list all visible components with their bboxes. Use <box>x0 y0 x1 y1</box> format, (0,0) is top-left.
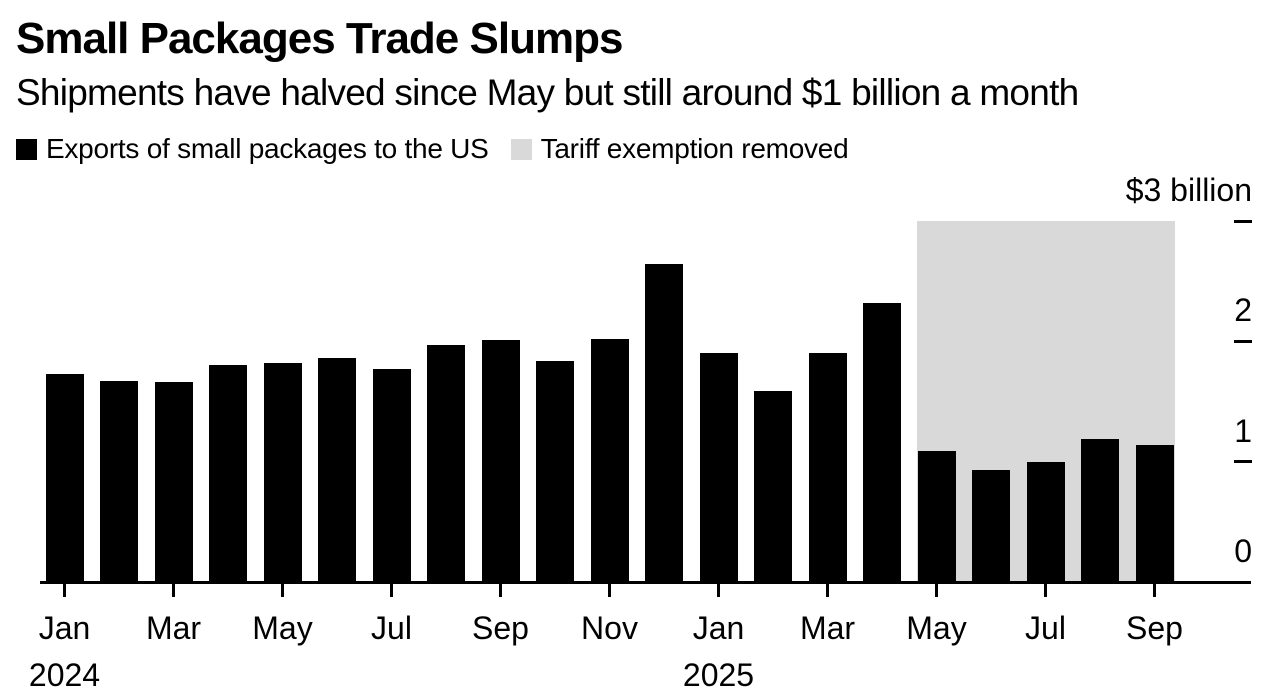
bar-oct-2024 <box>536 360 574 582</box>
x-tick-mar-2025 <box>826 583 829 597</box>
bar-jul-2025 <box>1026 461 1065 582</box>
x-tick-mar-2024 <box>172 583 175 597</box>
y-tick-3 <box>1234 219 1252 223</box>
y-tick-label-0: 0 <box>1234 533 1252 569</box>
y-tick-label-3: $3 billion <box>1125 172 1252 208</box>
x-tick-label-jan-2024: Jan <box>38 610 91 646</box>
bar-jun-2025 <box>972 470 1010 582</box>
x-tick-nov-2024 <box>608 583 611 597</box>
y-tick-label-2: 2 <box>1234 292 1252 329</box>
bar-aug-2024 <box>427 344 465 582</box>
x-tick-label-jul-2025: Jul <box>1025 610 1066 646</box>
bar-feb-2025 <box>754 390 792 582</box>
bar-apr-2025 <box>863 302 901 582</box>
bar-feb-2024 <box>100 381 138 582</box>
x-tick-label-jan-2025: Jan <box>692 610 745 646</box>
x-year-label-2025: 2025 <box>682 657 755 693</box>
x-tick-sep-2024 <box>499 583 502 597</box>
bar-sep-2025 <box>1135 444 1174 582</box>
x-tick-label-may-2025: May <box>906 610 967 646</box>
x-tick-label-jul-2024: Jul <box>371 610 412 646</box>
x-axis-line <box>40 581 1251 584</box>
x-tick-may-2025 <box>935 583 938 597</box>
legend-item-tariff: Tariff exemption removed <box>510 133 849 165</box>
bar-aug-2025 <box>1081 438 1119 582</box>
x-tick-label-mar-2024: Mar <box>145 610 202 646</box>
bar-jan-2024 <box>45 373 84 582</box>
bar-sep-2024 <box>481 340 520 582</box>
x-tick-label-mar-2025: Mar <box>799 610 856 646</box>
bar-dec-2024 <box>645 264 683 582</box>
bar-mar-2024 <box>154 382 193 582</box>
bar-nov-2024 <box>590 338 629 582</box>
chart-subtitle: Shipments have halved since May but stil… <box>16 72 1079 113</box>
legend-label-tariff: Tariff exemption removed <box>540 133 849 164</box>
y-tick-label-1: 1 <box>1234 412 1252 449</box>
x-tick-may-2024 <box>281 583 284 597</box>
x-tick-label-sep-2024: Sep <box>472 610 529 646</box>
bar-jan-2025 <box>699 353 738 582</box>
exports-swatch-icon <box>16 138 37 160</box>
bar-mar-2025 <box>808 353 847 582</box>
x-tick-label-sep-2025: Sep <box>1126 610 1183 646</box>
legend-label-exports: Exports of small packages to the US <box>46 133 489 164</box>
tariff-swatch-icon <box>510 138 532 160</box>
x-tick-jan-2024 <box>63 583 66 597</box>
x-tick-label-may-2024: May <box>252 610 313 646</box>
bar-apr-2024 <box>209 365 247 582</box>
x-tick-jul-2024 <box>390 583 393 597</box>
chart-title: Small Packages Trade Slumps <box>16 14 623 63</box>
x-tick-label-nov-2024: Nov <box>581 610 638 646</box>
bar-jul-2024 <box>372 369 411 582</box>
bar-may-2024 <box>263 362 302 582</box>
x-tick-sep-2025 <box>1153 583 1156 597</box>
legend: Exports of small packages to the US Tari… <box>16 132 849 166</box>
x-tick-jul-2025 <box>1044 583 1047 597</box>
y-tick-2 <box>1234 339 1252 343</box>
x-tick-jan-2025 <box>717 583 720 597</box>
x-year-label-2024: 2024 <box>28 657 101 693</box>
bar-jun-2024 <box>318 358 356 582</box>
y-tick-1 <box>1234 460 1252 464</box>
legend-item-exports: Exports of small packages to the US <box>16 133 489 165</box>
bar-may-2025 <box>917 450 956 582</box>
